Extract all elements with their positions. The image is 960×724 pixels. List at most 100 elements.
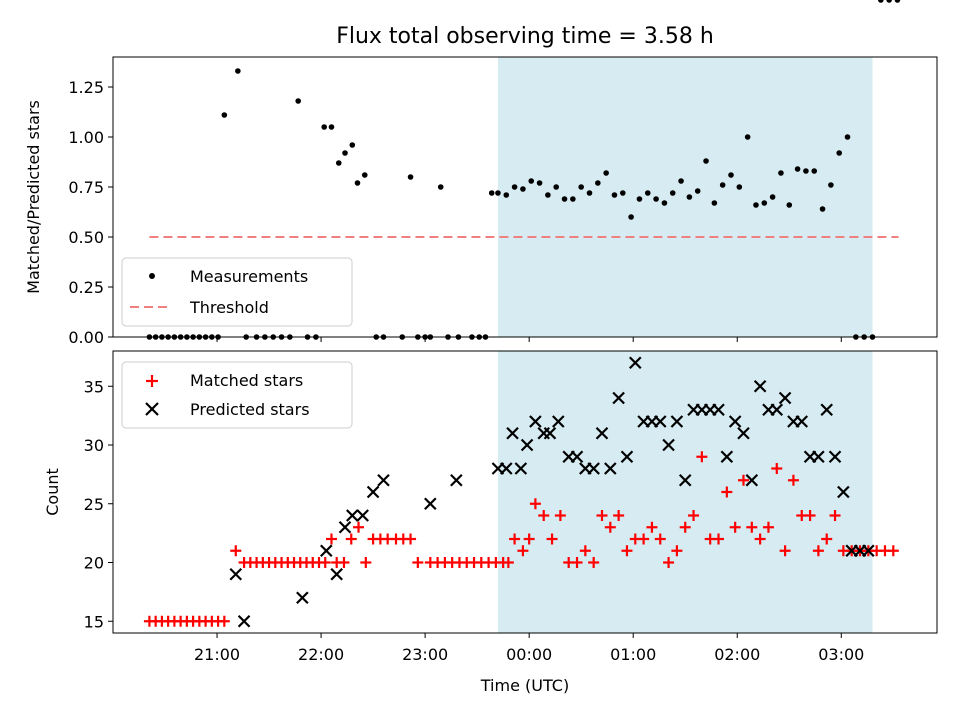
bottom-y-tick-label: 15 bbox=[84, 612, 104, 631]
predicted-point bbox=[229, 567, 243, 581]
matched-points bbox=[143, 451, 899, 627]
measurement-point bbox=[719, 182, 726, 188]
predicted-point-b bbox=[543, 426, 557, 440]
x-tick-label: 01:00 bbox=[610, 645, 656, 664]
matched-point bbox=[509, 533, 521, 545]
predicted-point bbox=[346, 509, 359, 522]
matched-point bbox=[821, 533, 833, 545]
x-tick-label: 22:00 bbox=[298, 645, 344, 664]
predicted-point bbox=[529, 415, 542, 428]
measurement-point bbox=[536, 180, 543, 186]
predicted-point bbox=[356, 509, 369, 522]
predicted-point bbox=[678, 473, 692, 487]
predicted-point bbox=[320, 544, 333, 558]
predicted-point-b bbox=[620, 450, 634, 464]
predicted-point-b bbox=[450, 473, 463, 487]
predicted-point-b bbox=[778, 391, 792, 405]
measurement-point bbox=[407, 174, 414, 180]
measurement-point bbox=[694, 188, 701, 194]
matched-point bbox=[638, 533, 650, 545]
measurement-point bbox=[886, 0, 892, 3]
predicted-point bbox=[629, 356, 642, 370]
predicted-point-b bbox=[552, 415, 565, 428]
predicted-point bbox=[520, 438, 534, 452]
top-panel: 0.00 0.25 0.50 0.75 1.00 1.25 Matched/Predict… bbox=[24, 0, 938, 347]
matched-point bbox=[325, 533, 337, 545]
predicted-point-b bbox=[678, 473, 692, 487]
matched-point bbox=[502, 557, 514, 568]
predicted-point-b bbox=[812, 450, 825, 464]
predicted-point-b bbox=[862, 544, 875, 558]
measurement-point bbox=[603, 170, 609, 176]
measurement-point bbox=[586, 190, 593, 196]
measurement-point bbox=[844, 134, 851, 140]
predicted-point bbox=[330, 567, 343, 581]
bottom-y-tick-label: 35 bbox=[84, 377, 104, 396]
matched-point bbox=[230, 545, 242, 557]
legend-matched: Matched stars bbox=[190, 371, 303, 390]
measurement-point bbox=[794, 166, 801, 172]
measurement-point bbox=[328, 124, 335, 130]
measurement-point bbox=[295, 98, 301, 104]
predicted-point-b bbox=[296, 591, 309, 605]
legend-threshold: Threshold bbox=[189, 298, 269, 317]
predicted-point bbox=[862, 544, 875, 558]
top-legend-box bbox=[121, 257, 353, 327]
measurement-point bbox=[644, 190, 651, 196]
top-axes-frame bbox=[112, 56, 938, 338]
measurement-point bbox=[511, 184, 518, 190]
predicted-point-b bbox=[529, 415, 542, 428]
predicted-point-b bbox=[229, 567, 243, 581]
measurement-point bbox=[321, 124, 328, 130]
predicted-point bbox=[424, 497, 437, 511]
predicted-point-b bbox=[712, 403, 725, 417]
predicted-point-b bbox=[670, 415, 684, 428]
measurement-point bbox=[761, 200, 768, 206]
matched-point bbox=[571, 557, 583, 568]
measurement-point bbox=[803, 168, 809, 174]
predicted-point bbox=[377, 473, 390, 487]
matched-point bbox=[554, 510, 566, 521]
predicted-point-b bbox=[737, 426, 750, 440]
measurement-point bbox=[570, 196, 576, 202]
measurement-point bbox=[744, 134, 751, 140]
predicted-point bbox=[604, 462, 617, 475]
matched-point bbox=[671, 545, 683, 557]
predicted-point bbox=[506, 426, 519, 440]
measurement-point bbox=[703, 158, 709, 164]
predicted-point-b bbox=[795, 415, 809, 428]
measurement-point bbox=[711, 200, 718, 206]
predicted-points bbox=[229, 356, 875, 628]
measurement-point bbox=[528, 178, 535, 184]
predicted-point bbox=[828, 450, 842, 464]
predicted-point bbox=[753, 379, 767, 393]
bottom-x-ticks: 21:00 22:00 23:00 00:00 01:00 02:00 03:00 bbox=[194, 633, 864, 664]
x-tick-label: 23:00 bbox=[402, 645, 448, 664]
measurement-point bbox=[769, 194, 776, 200]
measurement-point bbox=[653, 196, 659, 202]
predicted-point-b bbox=[346, 509, 359, 522]
measurement-point bbox=[520, 186, 526, 192]
measurement-point bbox=[736, 184, 743, 190]
predicted-point bbox=[499, 462, 513, 475]
predicted-point-b bbox=[338, 520, 352, 534]
predicted-point-b bbox=[330, 567, 343, 581]
matched-point bbox=[360, 557, 372, 568]
measurement-point bbox=[894, 0, 901, 3]
measurement-point bbox=[221, 112, 228, 118]
predicted-point bbox=[595, 426, 609, 440]
matched-point bbox=[713, 533, 725, 545]
measurement-point bbox=[437, 184, 444, 190]
matched-point bbox=[529, 498, 541, 510]
predicted-point bbox=[620, 450, 634, 464]
predicted-point bbox=[812, 450, 825, 464]
predicted-point bbox=[670, 415, 684, 428]
measurement-point bbox=[636, 196, 643, 202]
measurement-point bbox=[495, 190, 501, 196]
measurement-point bbox=[786, 202, 793, 208]
matched-point bbox=[319, 557, 331, 568]
top-y-axis-label: Matched/Predicted stars bbox=[24, 100, 43, 294]
measurement-point bbox=[335, 160, 342, 166]
x-tick-label: 21:00 bbox=[194, 645, 240, 664]
top-y-ticks: 0.00 0.25 0.50 0.75 1.00 1.25 bbox=[68, 78, 113, 347]
